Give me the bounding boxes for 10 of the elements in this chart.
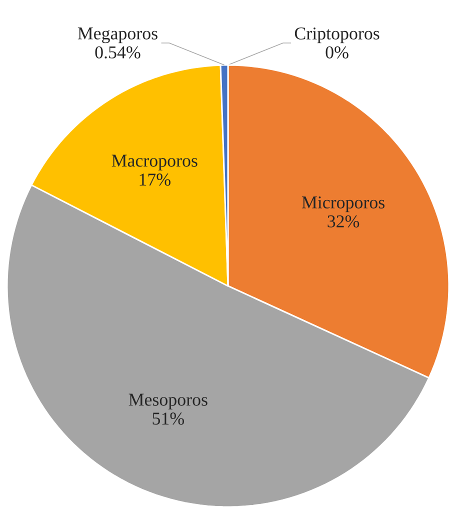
- data-label: 32%: [328, 215, 360, 228]
- data-label: 51%: [152, 412, 184, 425]
- data-label: 17%: [140, 174, 171, 186]
- data-label: 0.54%: [95, 46, 140, 58]
- slice-label: Macroporos: [112, 154, 198, 170]
- category-label: Criptoporos: [295, 27, 380, 44]
- slice-label: Megaporos: [78, 28, 158, 44]
- slice-label: Mesoporos: [128, 394, 208, 410]
- slice-label: Microporos: [302, 196, 385, 212]
- text: 0%: [326, 46, 349, 59]
